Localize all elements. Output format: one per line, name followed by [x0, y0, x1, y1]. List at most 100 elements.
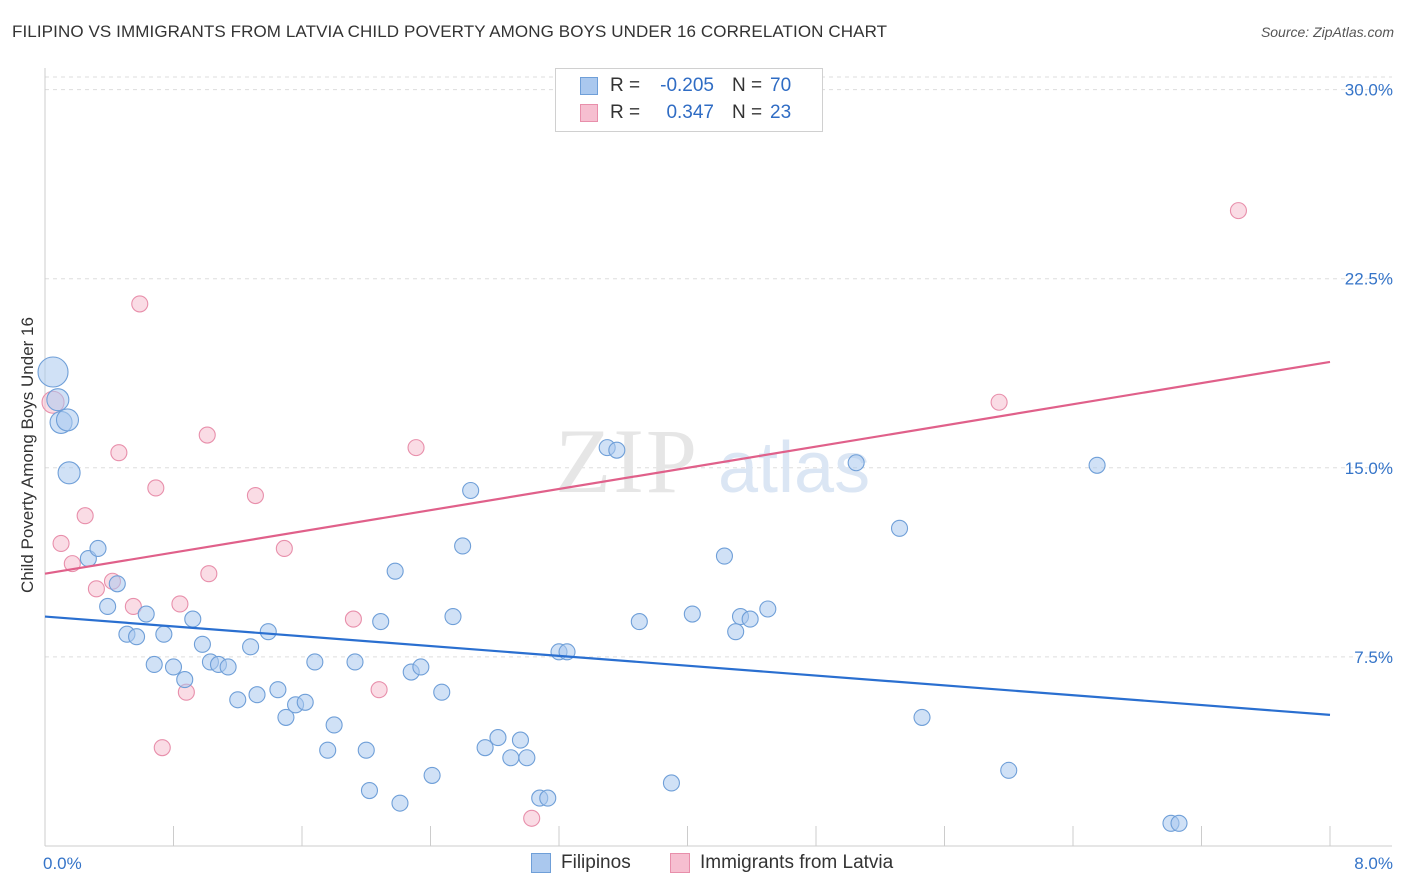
legend-swatch-pink: [580, 104, 598, 122]
point-filipino: [1170, 814, 1188, 832]
point-filipino: [360, 781, 379, 800]
chart-title: FILIPINO VS IMMIGRANTS FROM LATVIA CHILD…: [12, 22, 888, 41]
point-filipino: [229, 691, 247, 709]
point-filipino: [259, 623, 277, 641]
point-filipino: [433, 683, 451, 701]
legend-r-value: -0.205: [660, 75, 714, 96]
point-filipino: [391, 794, 409, 812]
bottom-legend-swatch-blue: [531, 853, 551, 873]
point-latvia: [171, 595, 189, 613]
x-tick-label: 0.0%: [43, 854, 82, 873]
trend-lines: [44, 360, 1331, 716]
legend-r-value: 0.347: [666, 102, 714, 123]
point-filipino: [128, 628, 146, 646]
point-filipino: [630, 613, 648, 631]
bottom-legend-label: Immigrants from Latvia: [700, 852, 894, 873]
point-latvia: [131, 295, 149, 313]
point-filipino: [662, 774, 680, 792]
point-filipino: [539, 789, 557, 807]
point-filipino: [913, 708, 931, 726]
point-latvia: [523, 809, 541, 827]
watermark-atlas: atlas: [718, 428, 870, 508]
point-filipino: [99, 597, 117, 616]
point-filipino: [319, 741, 337, 759]
point-latvia: [370, 681, 388, 699]
point-filipino: [608, 441, 626, 459]
y-tick-label: 22.5%: [1345, 270, 1393, 289]
y-tick-label: 7.5%: [1354, 648, 1393, 667]
bottom-legend-latvia: Immigrants from Latvia: [670, 852, 893, 874]
legend-n-value: 70: [770, 75, 792, 96]
point-latvia: [407, 439, 425, 457]
point-filipino: [325, 716, 343, 734]
point-filipino: [462, 481, 480, 500]
point-filipino: [476, 739, 494, 757]
point-filipino: [57, 461, 81, 485]
point-filipino: [444, 608, 462, 626]
point-latvia: [147, 479, 165, 497]
legend-r-label: R =: [610, 75, 641, 96]
series-immigrants-from-latvia: [41, 202, 1247, 827]
point-filipino: [759, 600, 777, 618]
point-latvia: [87, 580, 105, 598]
point-filipino: [454, 537, 472, 555]
legend-swatch-blue: [580, 77, 598, 95]
point-filipino: [1000, 761, 1018, 779]
bottom-legend: Filipinos Immigrants from Latvia: [0, 852, 1406, 876]
point-filipino: [357, 741, 375, 759]
y-tick-label: 30.0%: [1345, 81, 1393, 100]
point-filipino: [193, 635, 211, 653]
legend-n-value: 23: [770, 102, 792, 123]
point-filipino: [296, 693, 314, 711]
point-filipino: [741, 610, 759, 628]
point-filipino: [37, 356, 69, 388]
bottom-legend-swatch-pink: [670, 853, 690, 873]
point-filipino: [372, 613, 390, 631]
y-tick-label: 15.0%: [1345, 459, 1393, 478]
legend-row-filipinos: R = -0.205 N = 70: [580, 74, 791, 98]
point-filipino: [847, 454, 865, 472]
legend-n-label: N =: [732, 75, 763, 96]
axes: [44, 68, 1392, 847]
point-latvia: [246, 486, 264, 505]
trend-line-latvia: [44, 360, 1331, 575]
point-filipino: [511, 731, 530, 749]
point-filipino: [346, 653, 364, 671]
tick-labels: 7.5% 15.0% 22.5% 30.0% 0.0% 8.0%: [43, 81, 1393, 873]
point-latvia: [124, 597, 142, 616]
point-latvia: [52, 534, 70, 552]
point-filipino: [108, 575, 126, 593]
point-filipino: [727, 623, 745, 641]
series-filipinos: [37, 356, 1188, 832]
legend: R = -0.205 N = 70 R = 0.347 N = 23: [555, 68, 823, 132]
point-filipino: [715, 547, 733, 565]
point-filipino: [1088, 456, 1106, 474]
point-filipino: [184, 610, 202, 628]
point-filipino: [890, 519, 909, 537]
point-filipino: [242, 638, 260, 656]
point-filipino: [145, 655, 163, 674]
point-filipino: [176, 671, 194, 689]
point-latvia: [344, 610, 362, 628]
legend-row-latvia: R = 0.347 N = 23: [580, 101, 791, 125]
point-filipino: [518, 749, 536, 767]
point-filipino: [155, 625, 173, 643]
point-filipino: [489, 729, 507, 747]
point-filipino: [306, 653, 324, 671]
point-latvia: [153, 739, 171, 757]
point-latvia: [990, 393, 1008, 411]
gridlines: [45, 76, 1392, 658]
point-filipino: [219, 658, 237, 676]
legend-r-label: R =: [610, 102, 641, 123]
point-latvia: [200, 565, 218, 583]
point-filipino: [423, 766, 441, 784]
point-filipino: [248, 686, 266, 704]
point-latvia: [76, 507, 94, 525]
trend-line-filipinos: [44, 615, 1331, 716]
chart-source: Source: ZipAtlas.com: [1260, 24, 1394, 40]
watermark-zip: ZIP: [555, 410, 699, 512]
legend-n-label: N =: [732, 102, 763, 123]
point-filipino: [164, 658, 183, 676]
x-tick-label: 8.0%: [1354, 854, 1393, 873]
